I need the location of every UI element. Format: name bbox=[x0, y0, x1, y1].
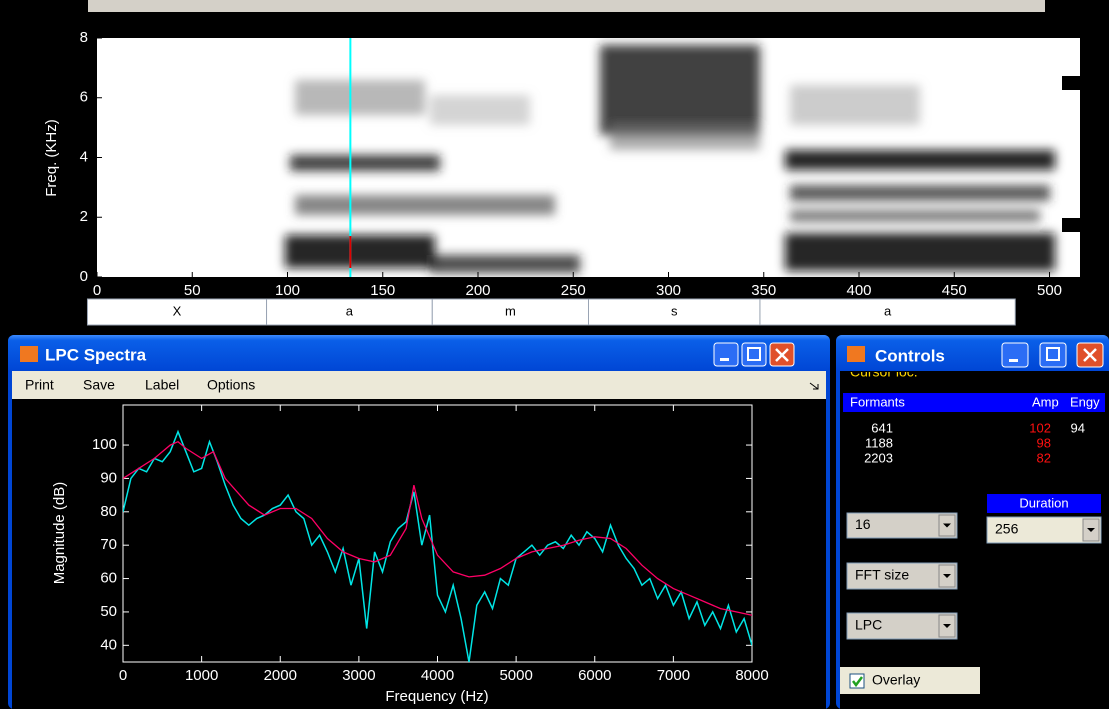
x-tick-label: 4000 bbox=[421, 667, 454, 684]
amplitude: 102 bbox=[1029, 420, 1051, 435]
amplitude: 98 bbox=[1037, 435, 1051, 450]
x-tick-label: 5000 bbox=[499, 667, 532, 684]
x-tick-label: 500 bbox=[1037, 282, 1062, 299]
x-tick-label: 3000 bbox=[342, 667, 375, 684]
amplitude: 82 bbox=[1037, 450, 1051, 465]
y-tick-label: 100 bbox=[92, 436, 117, 453]
select-value: 16 bbox=[855, 516, 871, 532]
header: Formants bbox=[850, 394, 905, 409]
maximize-button[interactable] bbox=[1040, 343, 1066, 367]
minimize-button[interactable] bbox=[714, 343, 738, 366]
segment-label: m bbox=[505, 303, 516, 318]
app-icon bbox=[847, 346, 865, 362]
x-tick-label: 0 bbox=[93, 282, 101, 299]
select-value: 256 bbox=[995, 521, 1019, 537]
menu-item[interactable]: Options bbox=[207, 377, 255, 393]
window-title: Controls bbox=[875, 346, 945, 365]
formant: 1188 bbox=[865, 435, 893, 450]
x-tick-label: 1000 bbox=[185, 667, 218, 684]
x-tick-label: 50 bbox=[184, 282, 201, 299]
formant: 2203 bbox=[864, 450, 893, 465]
menu-item[interactable]: Label bbox=[145, 377, 179, 393]
window-buttons bbox=[714, 343, 794, 366]
energy: 94 bbox=[1071, 420, 1085, 435]
menu-bar bbox=[12, 371, 826, 399]
y-tick-label: 80 bbox=[100, 503, 117, 520]
y-tick-label: 60 bbox=[100, 570, 117, 587]
y-tick-label: 40 bbox=[100, 636, 117, 653]
marker bbox=[1062, 218, 1080, 232]
icon bbox=[1009, 359, 1018, 362]
select-value: LPC bbox=[855, 617, 882, 633]
menu-item[interactable]: Save bbox=[83, 377, 115, 393]
x-tick-label: 2000 bbox=[264, 667, 297, 684]
app-icon bbox=[20, 346, 38, 362]
x-tick-label: 450 bbox=[942, 282, 967, 299]
y-tick-label: 6 bbox=[80, 89, 88, 106]
duration-label: Duration bbox=[1019, 495, 1068, 510]
x-tick-label: 7000 bbox=[657, 667, 690, 684]
minimize-button[interactable] bbox=[1002, 343, 1028, 367]
window-buttons bbox=[1002, 343, 1103, 367]
icon bbox=[720, 358, 729, 361]
x-tick-label: 0 bbox=[119, 667, 127, 684]
menu-item[interactable]: Print bbox=[25, 377, 54, 393]
x-tick-label: 200 bbox=[465, 282, 490, 299]
x-tick-label: 6000 bbox=[578, 667, 611, 684]
window-title: LPC Spectra bbox=[45, 345, 147, 364]
x-tick-label: 300 bbox=[656, 282, 681, 299]
header: Amp bbox=[1032, 394, 1059, 409]
segment-label: s bbox=[671, 303, 678, 318]
x-tick-label: 8000 bbox=[735, 667, 768, 684]
segment-label: a bbox=[884, 303, 892, 318]
x-tick-label: 150 bbox=[370, 282, 395, 299]
segment-label: X bbox=[173, 303, 182, 318]
maximize-button[interactable] bbox=[742, 343, 766, 366]
y-tick-label: 8 bbox=[80, 29, 88, 46]
window-edge bbox=[88, 0, 1045, 12]
x-tick-label: 250 bbox=[561, 282, 586, 299]
x-tick-label: 100 bbox=[275, 282, 300, 299]
y-tick-label: 50 bbox=[100, 603, 117, 620]
y-tick-label: 90 bbox=[100, 469, 117, 486]
x-axis-label: Frequency (Hz) bbox=[385, 688, 488, 705]
checkbox[interactable] bbox=[850, 674, 864, 688]
y-tick-label: 4 bbox=[80, 148, 88, 165]
y-tick-label: 70 bbox=[100, 536, 117, 553]
x-tick-label: 400 bbox=[846, 282, 871, 299]
y-tick-label: 2 bbox=[80, 208, 88, 225]
formant: 641 bbox=[871, 420, 893, 435]
y-tick-label: 0 bbox=[80, 268, 88, 285]
screen: Freq. (KHz) LPC Spectra Print Save Label Op… bbox=[0, 0, 1109, 709]
y-axis-label: Magnitude (dB) bbox=[51, 482, 68, 585]
header: Engy bbox=[1070, 394, 1100, 409]
segment-label: a bbox=[346, 303, 354, 318]
select-value: FFT size bbox=[855, 567, 909, 583]
y-axis-label: Freq. (KHz) bbox=[43, 119, 60, 197]
overlay-label: Overlay bbox=[872, 672, 920, 688]
x-tick-label: 350 bbox=[751, 282, 776, 299]
plot-area bbox=[123, 405, 752, 662]
marker bbox=[1062, 76, 1080, 90]
